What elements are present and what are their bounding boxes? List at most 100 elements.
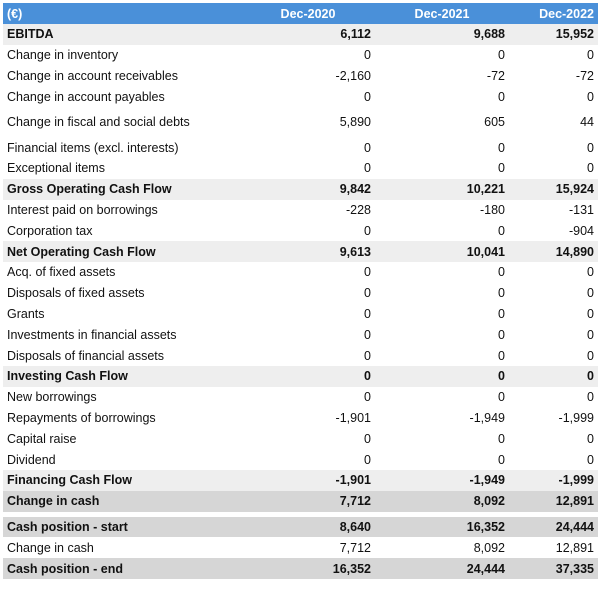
value-cell-2020: 0 bbox=[364, 348, 371, 363]
value-cell-2021: 605 bbox=[484, 115, 505, 130]
table-row-investments-in-financial-assets: Investments in financial assets 0 0 0 bbox=[3, 324, 598, 345]
value-cell-2020: 0 bbox=[364, 89, 371, 104]
row-label: Dividend bbox=[7, 452, 56, 467]
value-cell-2020: 0 bbox=[241, 365, 375, 387]
value-cell-2021: 0 bbox=[498, 48, 505, 63]
table-row-grants: Grants 0 0 0 bbox=[3, 304, 598, 325]
header-row: (€) Dec-2020 Dec-2021 Dec-2022 bbox=[3, 3, 598, 24]
value-cell-2021: 0 bbox=[498, 431, 505, 446]
value-cell-2020: 0 bbox=[364, 161, 371, 176]
row-label: Disposals of fixed assets bbox=[7, 286, 145, 301]
value-cell-2022: 14,890 bbox=[509, 241, 598, 262]
value-cell-2020: 7,712 bbox=[339, 540, 371, 555]
cash-flow-table-container: (€) Dec-2020 Dec-2021 Dec-2022 EBITDA 6,1… bbox=[3, 3, 598, 579]
value-cell-2021: -180 bbox=[479, 202, 505, 217]
table-row-investing-cash-flow: Investing Cash Flow 0 0 0 bbox=[3, 365, 598, 387]
value-cell-2021: 8,092 bbox=[473, 540, 505, 555]
value-cell-2022: 24,444 bbox=[509, 516, 598, 538]
year-header-2021: Dec-2021 bbox=[375, 3, 509, 24]
table-row-net-operating-cash-flow: Net Operating Cash Flow 9,613 10,041 14,890 bbox=[3, 241, 598, 262]
row-label: EBITDA bbox=[3, 24, 241, 45]
value-cell-2022: 44 bbox=[580, 115, 594, 130]
value-cell-2020: 0 bbox=[364, 390, 371, 405]
row-label: Financial items (excl. interests) bbox=[7, 140, 179, 155]
value-cell-2020: -2,160 bbox=[335, 68, 371, 83]
table-row-change-in-inventory: Change in inventory 0 0 0 bbox=[3, 45, 598, 66]
value-cell-2021: 0 bbox=[498, 327, 505, 342]
value-cell-2020: -1,901 bbox=[335, 410, 371, 425]
row-label: Change in inventory bbox=[7, 48, 119, 63]
table-row-change-in-fiscal-and-social-debts: Change in fiscal and social debts 5,890 60… bbox=[3, 107, 598, 137]
value-cell-2021: 0 bbox=[498, 89, 505, 104]
table-row-acq-of-fixed-assets: Acq. of fixed assets 0 0 0 bbox=[3, 262, 598, 283]
value-cell-2021: 0 bbox=[498, 286, 505, 301]
value-cell-2022: 12,891 bbox=[555, 540, 594, 555]
value-cell-2022: 0 bbox=[587, 431, 594, 446]
value-cell-2021: 0 bbox=[375, 365, 509, 387]
table-row-financing-cash-flow: Financing Cash Flow -1,901 -1,949 -1,999 bbox=[3, 469, 598, 491]
row-label: Change in cash bbox=[3, 490, 241, 512]
value-cell-2021: 9,688 bbox=[375, 24, 509, 45]
table-row-corporation-tax: Corporation tax 0 0 -904 bbox=[3, 220, 598, 241]
value-cell-2022: 0 bbox=[587, 390, 594, 405]
table-row-new-borrowings: New borrowings 0 0 0 bbox=[3, 387, 598, 408]
value-cell-2020: 0 bbox=[364, 452, 371, 467]
value-cell-2021: 0 bbox=[498, 452, 505, 467]
value-cell-2022: 0 bbox=[587, 452, 594, 467]
value-cell-2022: 0 bbox=[587, 265, 594, 280]
row-label: Gross Operating Cash Flow bbox=[3, 178, 241, 200]
table-row-ebitda: EBITDA 6,112 9,688 15,952 bbox=[3, 24, 598, 45]
row-label: Cash position - start bbox=[3, 516, 241, 538]
value-cell-2020: 0 bbox=[364, 286, 371, 301]
table-row-change-in-account-receivables: Change in account receivables -2,160 -72 -7… bbox=[3, 66, 598, 87]
value-cell-2022: 0 bbox=[587, 161, 594, 176]
value-cell-2022: 0 bbox=[587, 286, 594, 301]
row-label: Acq. of fixed assets bbox=[7, 265, 116, 280]
value-cell-2021: 10,221 bbox=[375, 178, 509, 200]
table-row-financial-items-excl-interests: Financial items (excl. interests) 0 0 0 bbox=[3, 137, 598, 158]
row-label: Repayments of borrowings bbox=[7, 410, 156, 425]
value-cell-2022: 15,952 bbox=[509, 24, 598, 45]
row-label: Corporation tax bbox=[7, 223, 93, 238]
value-cell-2020: 0 bbox=[364, 265, 371, 280]
row-label: Change in account payables bbox=[7, 89, 165, 104]
value-cell-2021: 24,444 bbox=[375, 558, 509, 579]
value-cell-2020: 9,842 bbox=[241, 178, 375, 200]
value-cell-2020: 0 bbox=[364, 327, 371, 342]
value-cell-2021: 10,041 bbox=[375, 241, 509, 262]
value-cell-2020: 0 bbox=[364, 48, 371, 63]
value-cell-2020: 0 bbox=[364, 306, 371, 321]
row-label: Cash position - end bbox=[3, 558, 241, 579]
row-label: Disposals of financial assets bbox=[7, 348, 165, 363]
value-cell-2022: 0 bbox=[587, 89, 594, 104]
value-cell-2020: 6,112 bbox=[241, 24, 375, 45]
value-cell-2022: 12,891 bbox=[509, 490, 598, 512]
value-cell-2022: 0 bbox=[587, 327, 594, 342]
value-cell-2021: 0 bbox=[498, 348, 505, 363]
cash-flow-table: (€) Dec-2020 Dec-2021 Dec-2022 EBITDA 6,1… bbox=[3, 3, 598, 579]
year-header-2020: Dec-2020 bbox=[241, 3, 375, 24]
currency-header: (€) bbox=[3, 3, 241, 24]
table-row-repayments-of-borrowings: Repayments of borrowings -1,901 -1,949 -1,9… bbox=[3, 408, 598, 429]
value-cell-2022: 0 bbox=[587, 48, 594, 63]
row-label: Change in fiscal and social debts bbox=[7, 115, 190, 130]
section-spacer bbox=[3, 511, 598, 517]
value-cell-2022: -904 bbox=[568, 223, 594, 238]
value-cell-2022: -1,999 bbox=[558, 410, 594, 425]
table-row-disposals-of-fixed-assets: Disposals of fixed assets 0 0 0 bbox=[3, 283, 598, 304]
cash-flow-body: EBITDA 6,112 9,688 15,952 Change in inventor… bbox=[3, 24, 598, 579]
value-cell-2021: 0 bbox=[498, 306, 505, 321]
value-cell-2021: 0 bbox=[498, 265, 505, 280]
value-cell-2021: 0 bbox=[498, 140, 505, 155]
value-cell-2021: -1,949 bbox=[469, 410, 505, 425]
value-cell-2022: -1,999 bbox=[509, 469, 598, 491]
table-row-gross-operating-cash-flow: Gross Operating Cash Flow 9,842 10,221 15,9… bbox=[3, 178, 598, 200]
row-label: Change in cash bbox=[7, 540, 94, 555]
value-cell-2022: -72 bbox=[575, 68, 594, 83]
value-cell-2020: 0 bbox=[364, 431, 371, 446]
value-cell-2020: -1,901 bbox=[241, 469, 375, 491]
value-cell-2022: -131 bbox=[568, 202, 594, 217]
table-row-cash-position-start: Cash position - start 8,640 16,352 24,444 bbox=[3, 516, 598, 538]
row-label: New borrowings bbox=[7, 390, 97, 405]
value-cell-2022: 0 bbox=[587, 140, 594, 155]
